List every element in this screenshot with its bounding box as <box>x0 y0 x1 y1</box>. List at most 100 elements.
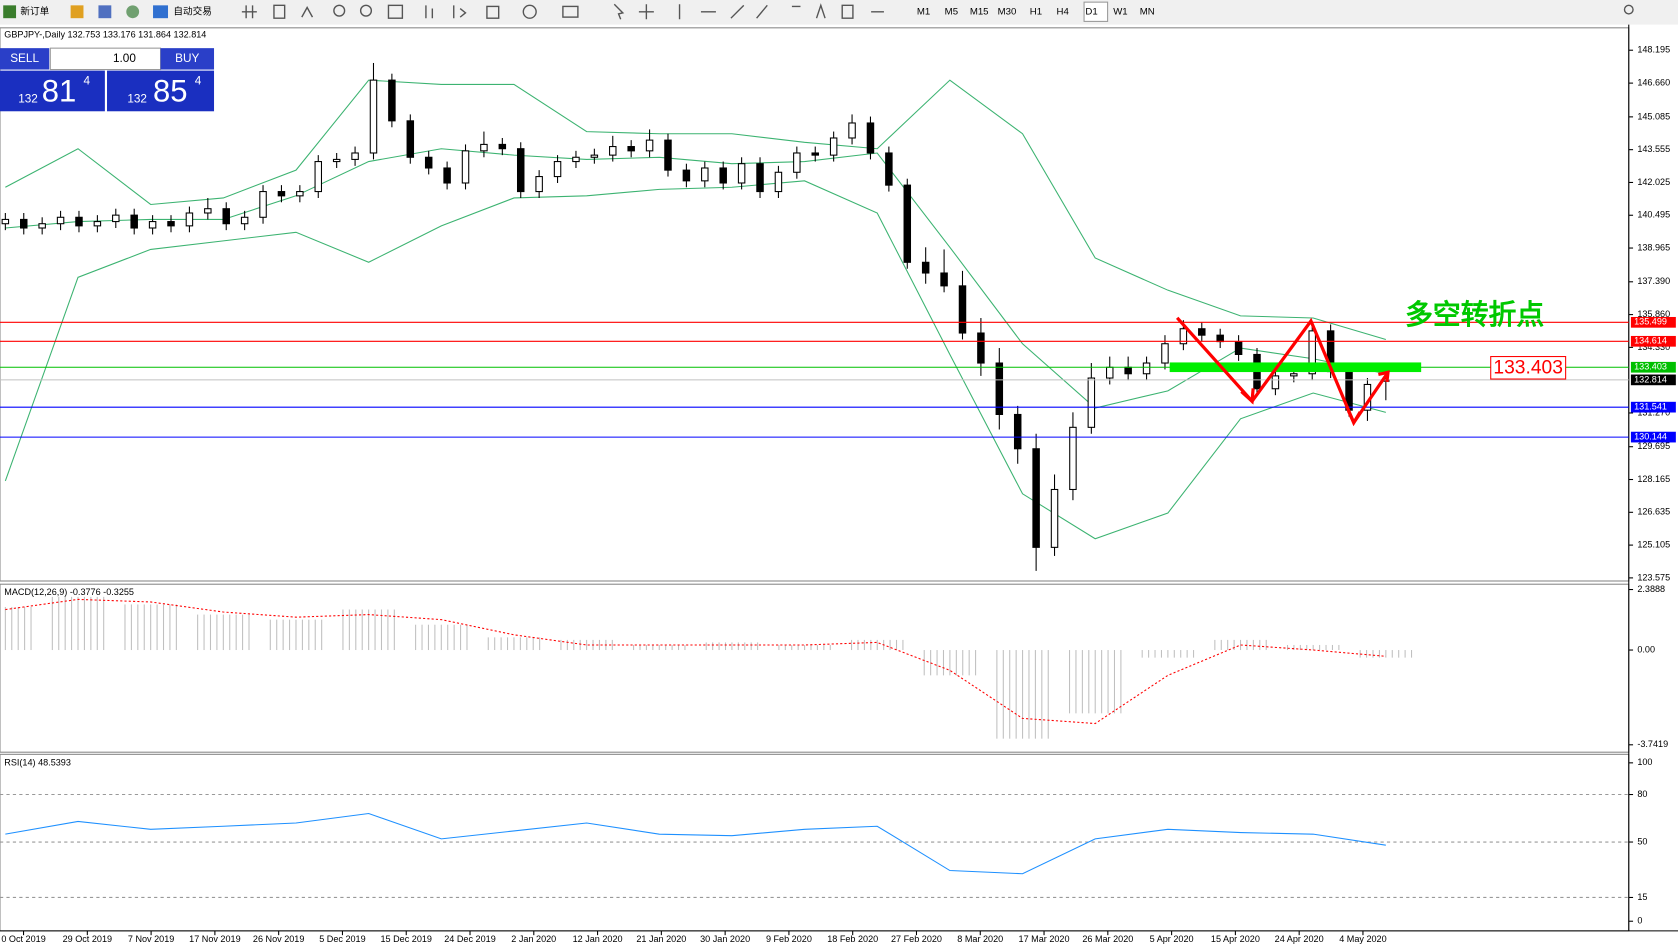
auto-trading-icon[interactable] <box>153 5 169 19</box>
icon[interactable] <box>70 5 84 19</box>
icon[interactable] <box>678 3 884 20</box>
candle-body <box>1179 328 1188 345</box>
lots-field[interactable] <box>49 47 162 71</box>
active-timeframe <box>1083 1 1109 22</box>
icon[interactable] <box>273 4 286 19</box>
x-tick-label: 26 Nov 2019 <box>253 934 304 944</box>
buy-label[interactable]: BUY <box>175 52 199 65</box>
candle-body <box>737 163 746 184</box>
trade-panel: SELL 1.00 BUY 132 81 4 132 85 4 <box>0 47 215 112</box>
icon[interactable] <box>333 4 346 17</box>
y-tick-label: 2.3888 <box>1637 584 1665 594</box>
candle-body <box>314 161 323 193</box>
x-tick-label: 5 Apr 2020 <box>1150 934 1194 944</box>
icon[interactable] <box>301 6 314 18</box>
sell-button[interactable] <box>0 48 50 70</box>
candle-body <box>756 163 764 193</box>
candle-body <box>1050 488 1059 548</box>
x-tick-label: 12 Jan 2020 <box>573 934 623 944</box>
icon[interactable] <box>425 5 434 19</box>
level-label: 135.499 <box>1634 317 1667 327</box>
y-tick-label: 0 <box>1637 916 1642 926</box>
candle-body <box>701 167 709 182</box>
y-tick-label: 128.165 <box>1637 474 1670 484</box>
x-tick-label: 26 Mar 2020 <box>1082 934 1133 944</box>
candle-body <box>627 146 635 152</box>
candle-body <box>130 214 138 229</box>
timeframe[interactable]: W1 <box>1113 6 1127 17</box>
ask-box[interactable] <box>107 70 215 112</box>
icon[interactable] <box>98 5 112 19</box>
auto-trading[interactable]: 自动交易 <box>173 5 212 17</box>
level-label: 131.541 <box>1634 402 1667 412</box>
icon[interactable] <box>613 3 625 20</box>
new-order-icon[interactable] <box>3 5 17 19</box>
icon[interactable] <box>387 4 404 19</box>
candle-body <box>1087 377 1096 428</box>
candle-body <box>645 139 654 152</box>
rsi-line <box>5 812 1386 875</box>
icon[interactable] <box>486 5 500 19</box>
y-tick-label: 123.575 <box>1637 572 1670 582</box>
x-tick-label: 2 Jan 2020 <box>511 934 556 944</box>
icon[interactable] <box>241 5 257 19</box>
rsi-panel <box>0 753 1630 932</box>
icon[interactable] <box>522 4 537 19</box>
candle-body <box>20 218 28 229</box>
macd-panel <box>0 583 1630 753</box>
candle-body <box>424 156 433 169</box>
x-tick-label: 17 Mar 2020 <box>1019 934 1070 944</box>
y-tick-label: 15 <box>1637 892 1647 902</box>
candle-body <box>1124 366 1132 375</box>
candle-body <box>480 143 488 152</box>
bollinger-lower <box>4 180 1386 540</box>
ask-main: 85 <box>153 73 188 108</box>
timeframe[interactable]: M1 <box>917 6 930 17</box>
lots[interactable]: 1.00 <box>113 52 136 65</box>
candle-body <box>1142 362 1151 375</box>
timeframe[interactable]: M30 <box>998 6 1017 17</box>
level-label-box <box>1630 335 1676 347</box>
icon[interactable] <box>126 5 140 19</box>
candle-body <box>185 212 194 227</box>
candle-body <box>609 146 617 156</box>
candle-body <box>38 223 46 229</box>
candle-body <box>885 152 893 186</box>
timeframe[interactable]: H1 <box>1030 6 1042 17</box>
candle-body <box>369 79 378 154</box>
candle-body <box>1161 343 1169 364</box>
panel-title: GBPJPY-,Daily 132.753 133.176 131.864 13… <box>4 30 206 40</box>
icon[interactable] <box>359 4 373 17</box>
candle-body <box>1290 373 1298 377</box>
candle-body <box>112 214 120 223</box>
pivot-label: 133.403 <box>1493 357 1563 378</box>
candle-body <box>167 221 175 227</box>
timeframe[interactable]: H4 <box>1057 6 1070 17</box>
y-tick-label: 50 <box>1637 836 1647 846</box>
new-order[interactable]: 新订单 <box>20 5 49 17</box>
timeframe[interactable]: M15 <box>970 6 989 17</box>
x-tick-label: 18 Feb 2020 <box>827 934 878 944</box>
candle-body <box>1308 330 1316 375</box>
bid-box[interactable] <box>0 70 105 112</box>
x-tick-label: 5 Dec 2019 <box>319 934 365 944</box>
timeframe[interactable]: MN <box>1140 6 1155 17</box>
search-icon[interactable] <box>1623 4 1634 15</box>
x-tick-label: 21 Jan 2020 <box>636 934 686 944</box>
toolbar <box>0 0 1678 25</box>
timeframe[interactable]: M5 <box>945 6 958 17</box>
x-tick-label: 8 Mar 2020 <box>957 934 1003 944</box>
x-tick-label: 24 Dec 2019 <box>444 934 495 944</box>
timeframe[interactable]: D1 <box>1085 6 1097 17</box>
icon[interactable] <box>562 5 579 18</box>
level-label: 133.403 <box>1634 362 1667 372</box>
buy-button[interactable] <box>160 48 215 70</box>
icon[interactable] <box>638 4 654 20</box>
level-label-box <box>1630 316 1676 328</box>
level-label-box <box>1630 361 1676 373</box>
candle-body <box>1216 334 1224 343</box>
last-price-label: 132.814 <box>1634 374 1667 384</box>
icon[interactable] <box>453 5 467 19</box>
sell-label[interactable]: SELL <box>10 52 39 65</box>
